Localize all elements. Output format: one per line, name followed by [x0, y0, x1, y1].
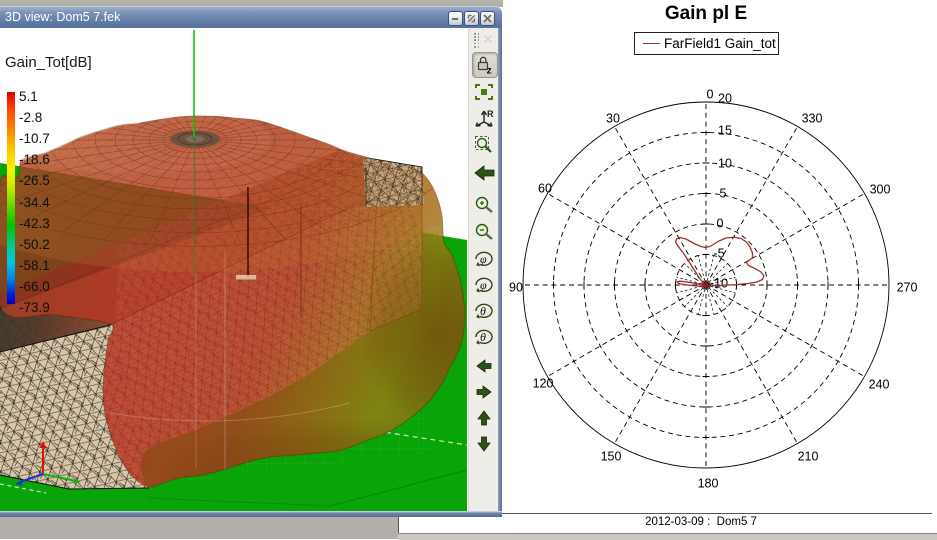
svg-text:θ: θ	[480, 330, 486, 344]
svg-text:-10: -10	[710, 277, 728, 291]
svg-text:z: z	[487, 65, 492, 77]
svg-text:270: 270	[897, 281, 918, 295]
svg-text:60: 60	[538, 182, 552, 196]
svg-text:90: 90	[509, 281, 523, 295]
svg-text:0: 0	[707, 88, 714, 102]
svg-text:330: 330	[802, 112, 823, 126]
svg-text:-5: -5	[713, 247, 724, 261]
svg-text:20: 20	[718, 92, 732, 106]
svg-text:5: 5	[720, 187, 727, 201]
svg-text:φ: φ	[480, 252, 487, 266]
svg-text:210: 210	[798, 450, 819, 464]
svg-text:300: 300	[870, 183, 891, 197]
svg-text:0: 0	[717, 217, 724, 231]
svg-text:15: 15	[718, 124, 732, 138]
svg-text:R: R	[487, 109, 494, 119]
svg-text:240: 240	[869, 378, 890, 392]
svg-text:180: 180	[698, 477, 719, 491]
svg-text:θ: θ	[480, 304, 486, 318]
svg-text:150: 150	[601, 450, 622, 464]
svg-text:φ: φ	[480, 278, 487, 292]
svg-text:120: 120	[533, 377, 554, 391]
svg-text:10: 10	[718, 157, 732, 171]
svg-text:30: 30	[606, 112, 620, 126]
